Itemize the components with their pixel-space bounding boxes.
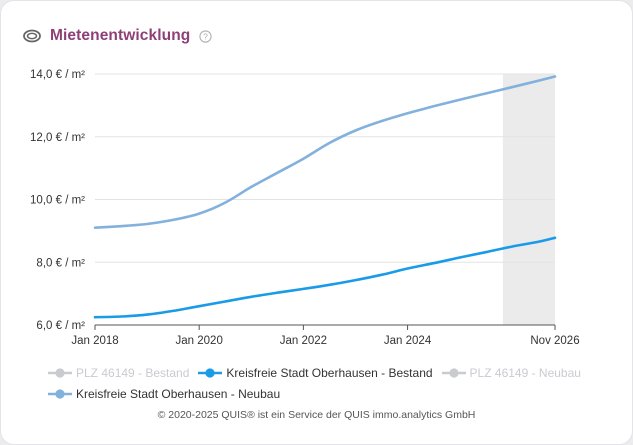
legend-label: PLZ 46149 - Neubau xyxy=(469,366,581,380)
series-line-kreisfreie-stadt-oberhausen-bestand xyxy=(93,236,557,319)
legend-marker-icon xyxy=(48,389,72,399)
card-header: Mietenentwicklung ? xyxy=(23,25,213,47)
y-tick-label: 6,0 € / m² xyxy=(36,320,85,332)
legend-marker-icon xyxy=(198,368,223,378)
legend-item[interactable]: Kreisfreie Stadt Oberhausen - Bestand xyxy=(197,363,433,383)
chart-legend: PLZ 46149 - Bestand Kreisfreie Stadt Ober… xyxy=(47,363,607,405)
x-tick-label: Jan 2022 xyxy=(280,335,327,347)
x-tick-label: Jan 2018 xyxy=(71,335,118,347)
legend-marker-icon xyxy=(48,368,72,378)
x-tick-label: Nov 2026 xyxy=(530,335,579,347)
legend-item[interactable]: PLZ 46149 - Neubau xyxy=(441,363,581,383)
y-tick-label: 14,0 € / m² xyxy=(30,69,85,81)
svg-text:?: ? xyxy=(203,31,208,41)
copyright-footer: © 2020-2025 QUIS® ist ein Service der QU… xyxy=(157,409,476,421)
help-circle-icon[interactable]: ? xyxy=(199,29,213,43)
legend-item[interactable]: Kreisfreie Stadt Oberhausen - Neubau xyxy=(47,384,280,404)
y-tick-label: 8,0 € / m² xyxy=(36,257,85,269)
x-tick-label: Jan 2020 xyxy=(176,335,223,347)
legend-label: Kreisfreie Stadt Oberhausen - Bestand xyxy=(226,366,433,380)
coins-icon xyxy=(23,29,41,43)
x-tick-label: Jan 2024 xyxy=(384,335,432,347)
y-tick-label: 12,0 € / m² xyxy=(30,132,85,144)
y-tick-label: 10,0 € / m² xyxy=(30,195,85,207)
legend-label: Kreisfreie Stadt Oberhausen - Neubau xyxy=(76,387,281,401)
rent-line-chart: 6,0 € / m² 8,0 € / m² 10,0 € / m² 12,0 € / … xyxy=(30,69,580,347)
page-title: Mietenentwicklung xyxy=(50,27,191,44)
series-line-kreisfreie-stadt-oberhausen-neubau xyxy=(93,75,557,229)
legend-marker-icon xyxy=(441,368,466,378)
legend-label: PLZ 46149 - Bestand xyxy=(76,366,190,380)
legend-item[interactable]: PLZ 46149 - Bestand xyxy=(47,363,189,383)
